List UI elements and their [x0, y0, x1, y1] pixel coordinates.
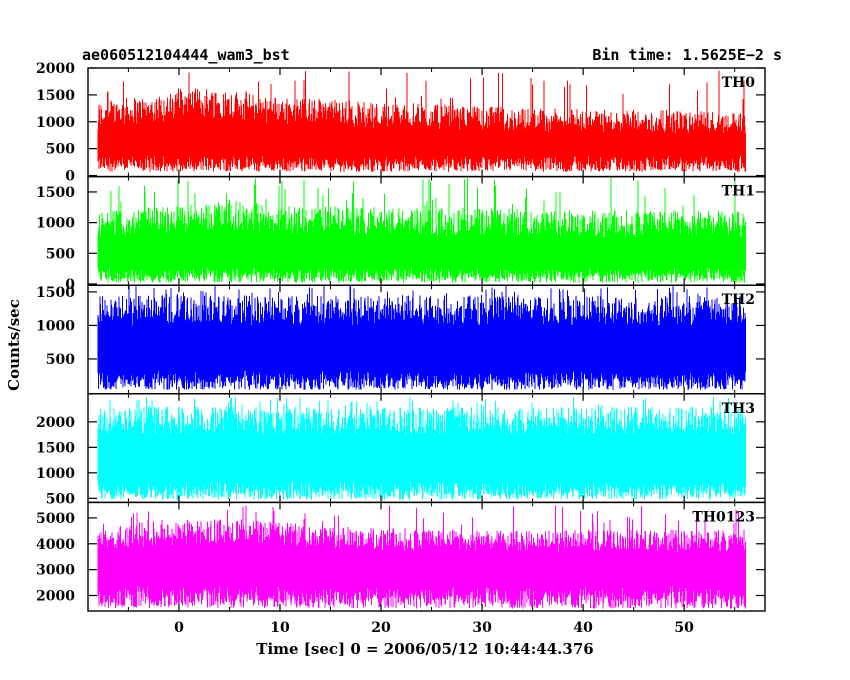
y-tick-label: 500 [46, 246, 75, 262]
x-axis-label: Time [sec] 0 = 2006/05/12 10:44:44.376 [256, 640, 594, 658]
y-tick-label: 2000 [36, 415, 75, 431]
y-tick-label: 4000 [36, 537, 75, 553]
y-tick-label: 5000 [36, 511, 75, 527]
y-tick-label: 500 [46, 491, 75, 507]
x-tick-label: 10 [270, 620, 290, 636]
y-tick-label: 1000 [36, 216, 75, 232]
chart-title: ae060512104444_wam3_bst [82, 46, 290, 64]
panel-label-th0123: TH0123 [692, 509, 755, 525]
panel-label-th0: TH0 [722, 75, 756, 91]
x-tick-label: 20 [371, 620, 391, 636]
x-tick-label: 50 [674, 620, 694, 636]
bin-time-label: Bin time: 1.5625E−2 s [592, 46, 782, 64]
x-tick-label: 30 [472, 620, 492, 636]
panel-th3: 500 1000 1500 2000 TH3 [36, 393, 766, 507]
y-tick-label: 1000 [36, 318, 75, 334]
series-line-th1 [97, 177, 746, 283]
panel-frame [87, 501, 766, 612]
panel-th0: 0 500 1000 1500 2000 TH0 [36, 61, 766, 185]
x-tick-label: 40 [573, 620, 593, 636]
y-tick-label: 1000 [36, 115, 75, 131]
y-tick-label: 1000 [36, 466, 75, 482]
panel-th1: 0 500 1000 1500 TH1 [36, 175, 766, 293]
series-line-th2 [97, 285, 746, 390]
y-axis-label: Counts/sec [5, 299, 23, 391]
y-tick-label: 500 [46, 352, 75, 368]
series-line-th3 [97, 396, 746, 500]
panel-th2: 500 1000 1500 TH2 [36, 284, 766, 395]
panel-th0123: 2000 3000 4000 5000 TH0123 [36, 501, 766, 612]
y-tick-label: 2000 [36, 61, 75, 77]
y-tick-label: 0 [65, 277, 75, 293]
y-tick-label: 1500 [36, 185, 75, 201]
y-tick-label: 0 [65, 169, 75, 185]
y-tick-label: 1500 [36, 285, 75, 301]
panel-label-th3: TH3 [722, 401, 755, 417]
panel-label-th1: TH1 [722, 184, 755, 200]
y-tick-label: 1500 [36, 440, 75, 456]
y-tick-label: 500 [46, 142, 75, 158]
x-tick-label: 0 [174, 620, 184, 636]
panel-label-th2: TH2 [722, 292, 755, 308]
y-tick-label: 1500 [36, 88, 75, 104]
series-line-th0123 [97, 505, 746, 609]
series-line-th0 [97, 70, 746, 172]
y-tick-label: 3000 [36, 563, 75, 579]
y-tick-label: 2000 [36, 588, 75, 604]
